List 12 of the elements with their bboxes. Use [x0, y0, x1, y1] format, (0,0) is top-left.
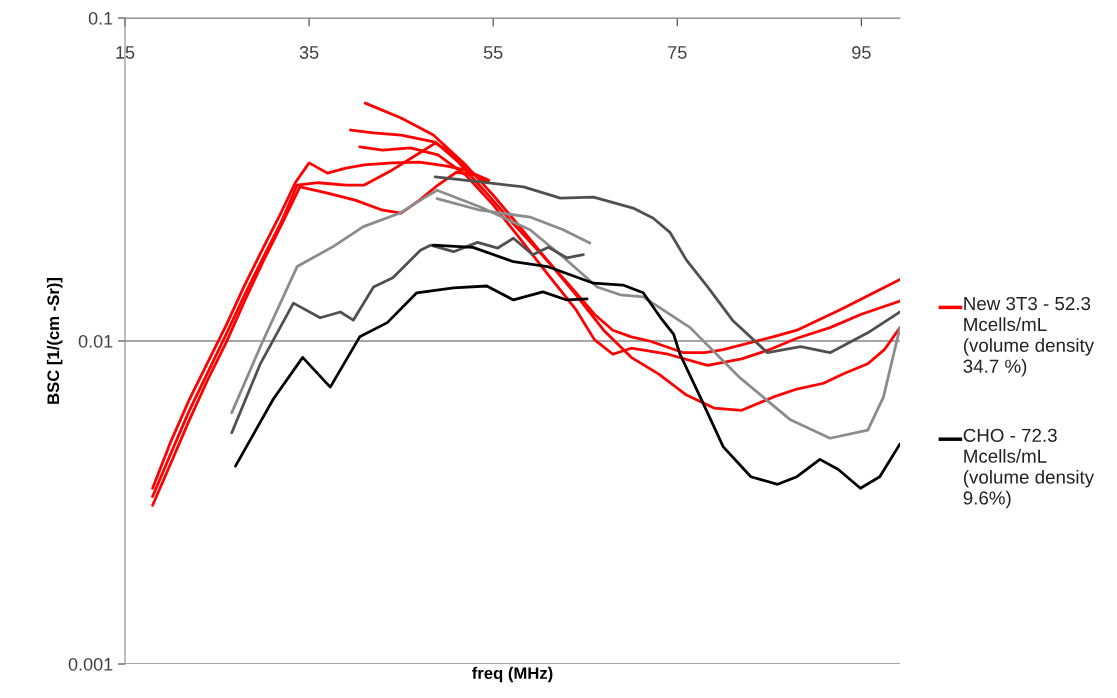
- x-tick-label: 75: [668, 46, 687, 59]
- y-tick-label: 0.001: [68, 657, 113, 671]
- x-tick-label: 55: [483, 46, 503, 59]
- y-axis-title: BSC [1/(cm -Sr)]: [46, 278, 63, 404]
- x-tick-label: 15: [116, 46, 135, 59]
- y-tick-label: 0.1: [88, 11, 113, 25]
- x-tick-label: 95: [852, 46, 871, 59]
- legend-label: New 3T3 - 52.3 Mcells/mL (volume density 34.7 %): [963, 296, 1095, 377]
- legend-label: CHO - 72.3 Mcells/mL (volume density 9.6%): [963, 428, 1095, 509]
- x-tick-label: 35: [299, 46, 319, 59]
- y-tick-label: 0.01: [78, 334, 113, 348]
- x-axis-title: freq (MHz): [472, 666, 553, 683]
